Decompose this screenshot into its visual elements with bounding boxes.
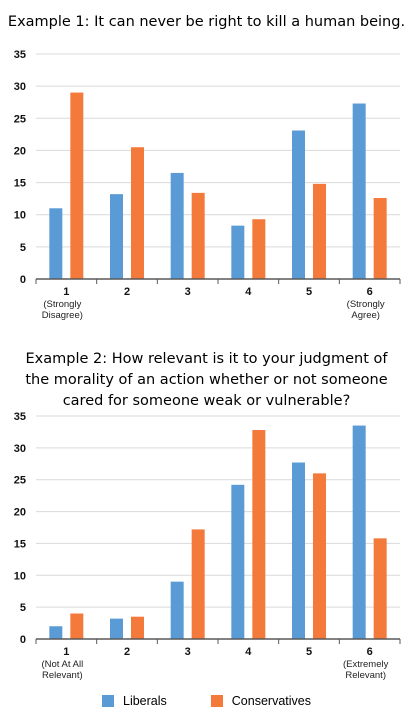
chart1-y-tick-label: 15 bbox=[14, 178, 26, 190]
chart2-y-tick-label: 15 bbox=[14, 538, 26, 550]
chart2-title-line: the morality of an action whether or not… bbox=[25, 372, 388, 388]
chart2-title-line: cared for someone weak or vulnerable? bbox=[62, 393, 351, 409]
chart1-category-label: 3 bbox=[185, 286, 191, 298]
legend-swatch-liberals bbox=[102, 695, 114, 707]
chart1-category-note: (Strongly bbox=[347, 299, 385, 310]
chart1-category-note: Disagree) bbox=[42, 310, 83, 321]
chart2-bar-liberals bbox=[292, 462, 305, 639]
chart1-category-note: (Strongly bbox=[43, 299, 81, 310]
chart1-title: Example 1: It can never be right to kill… bbox=[7, 14, 406, 30]
chart2-title-line: Example 2: How relevant is it to your ju… bbox=[25, 351, 388, 367]
chart1-bar-conservatives bbox=[131, 147, 144, 279]
chart1-y-tick-label: 10 bbox=[14, 210, 26, 222]
chart1-bar-conservatives bbox=[252, 219, 266, 279]
chart1-category-label: 6 bbox=[367, 286, 373, 298]
chart2-category-note: (Not At All bbox=[41, 659, 83, 670]
chart2-bar-liberals bbox=[49, 626, 63, 639]
legend-label-liberals: Liberals bbox=[123, 694, 167, 708]
chart2-y-tick-label: 30 bbox=[14, 443, 26, 455]
legend-item-liberals: Liberals bbox=[102, 694, 167, 708]
chart1-category-note: Agree) bbox=[351, 310, 380, 321]
chart1-y-tick-label: 25 bbox=[14, 113, 26, 125]
chart1-bar-liberals bbox=[170, 172, 184, 279]
chart2-category-label: 4 bbox=[245, 646, 252, 658]
chart1-bar-liberals bbox=[110, 194, 123, 279]
chart2-bar-conservatives bbox=[373, 538, 387, 639]
legend-item-conservatives: Conservatives bbox=[210, 694, 311, 708]
chart2-category-note: (Extremely bbox=[343, 659, 389, 670]
chart2-category-label: 3 bbox=[185, 646, 191, 658]
chart1-bar-liberals bbox=[352, 103, 366, 279]
chart1-category-label: 4 bbox=[245, 286, 252, 298]
chart2-y-tick-label: 10 bbox=[14, 570, 26, 582]
chart2-bar-conservatives bbox=[313, 473, 326, 639]
chart1-bar-conservatives bbox=[191, 192, 205, 279]
chart2-bar-conservatives bbox=[191, 529, 205, 639]
chart1-bar-conservatives bbox=[373, 198, 387, 279]
chart2-bar-liberals bbox=[170, 581, 184, 639]
chart1-y-tick-label: 0 bbox=[20, 274, 26, 286]
chart1-bar-liberals bbox=[292, 130, 305, 279]
chart2-bar-conservatives bbox=[252, 430, 266, 639]
chart2-category-label: 2 bbox=[124, 646, 130, 658]
chart1-bar-conservatives bbox=[70, 92, 84, 279]
legend: Liberals Conservatives bbox=[0, 694, 413, 708]
chart2-y-tick-label: 25 bbox=[14, 475, 26, 487]
chart1-bar-conservatives bbox=[313, 183, 326, 279]
chart1-y-tick-label: 5 bbox=[20, 242, 26, 254]
chart2-y-tick-label: 35 bbox=[14, 411, 26, 423]
chart2-y-tick-label: 5 bbox=[20, 602, 26, 614]
chart1-category-label: 5 bbox=[306, 286, 312, 298]
chart2-y-tick-label: 0 bbox=[20, 634, 26, 646]
chart1-bar-liberals bbox=[49, 208, 63, 279]
legend-swatch-conservatives bbox=[210, 695, 223, 707]
chart2-y-tick-label: 20 bbox=[14, 507, 26, 519]
chart2-bar-liberals bbox=[231, 484, 245, 639]
chart2-bar-liberals bbox=[110, 618, 123, 639]
chart2-title: Example 2: How relevant is it to your ju… bbox=[0, 349, 413, 412]
chart2-category-note: Relevant) bbox=[42, 670, 83, 681]
chart2-category-label: 6 bbox=[367, 646, 373, 658]
chart2-category-note: Relevant) bbox=[345, 670, 386, 681]
chart1-category-label: 2 bbox=[124, 286, 130, 298]
chart2-category-label: 5 bbox=[306, 646, 312, 658]
legend-label-conservatives: Conservatives bbox=[231, 694, 311, 708]
chart2-bar-conservatives bbox=[70, 613, 84, 639]
chart1-y-tick-label: 20 bbox=[14, 145, 26, 157]
chart1-y-tick-label: 30 bbox=[14, 81, 26, 93]
chart1-category-label: 1 bbox=[63, 286, 69, 298]
chart1-y-tick-label: 35 bbox=[14, 49, 26, 61]
chart2-bar-liberals bbox=[352, 425, 366, 639]
chart1-bar-liberals bbox=[231, 225, 245, 279]
chart2-bar-conservatives bbox=[131, 616, 144, 639]
chart2-category-label: 1 bbox=[63, 646, 69, 658]
